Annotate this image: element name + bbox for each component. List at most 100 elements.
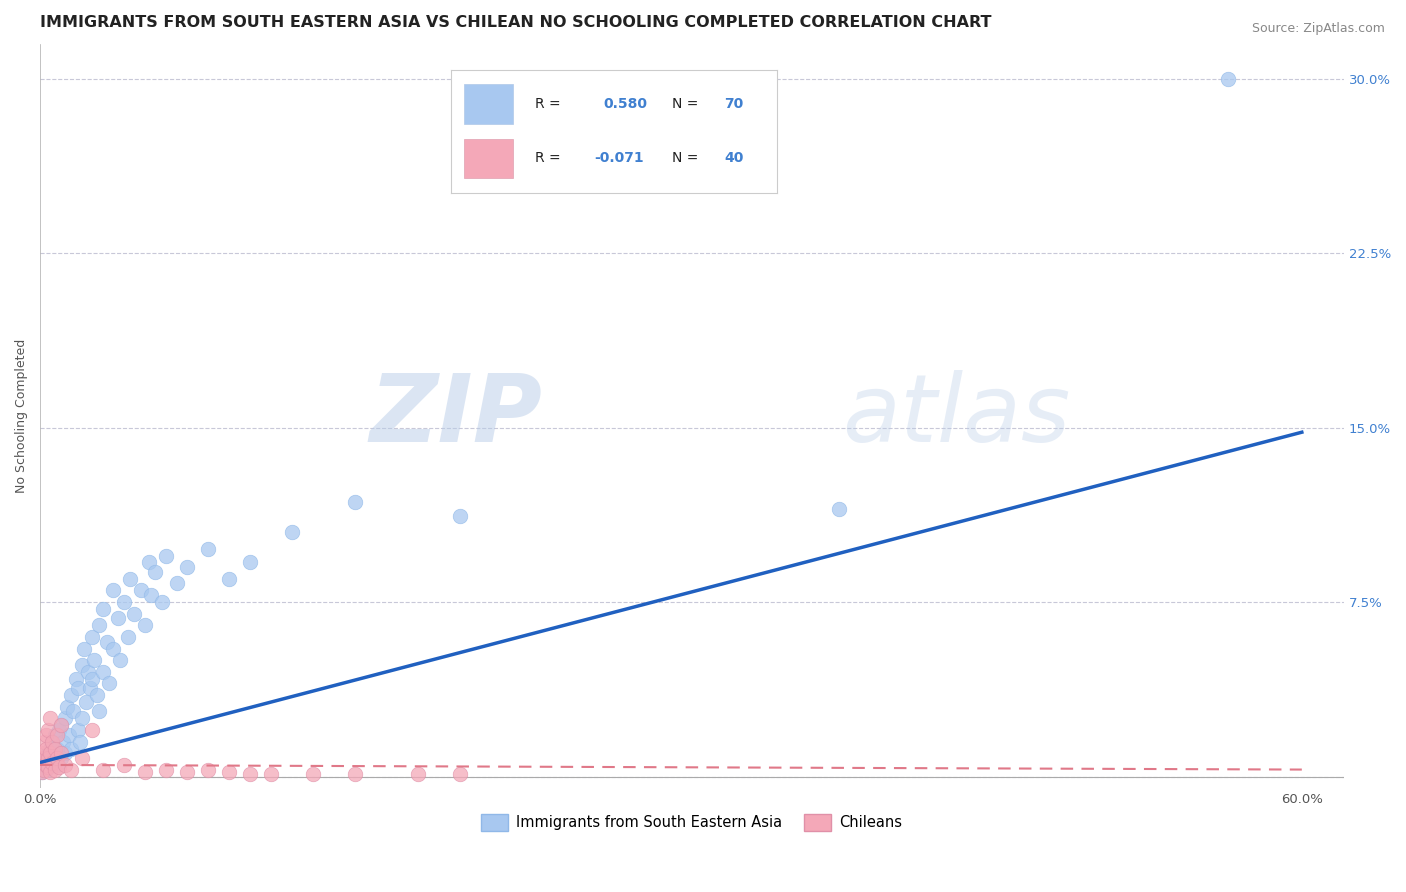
Point <box>32 758 55 772</box>
Point <box>44 741 66 756</box>
Point <box>45 728 67 742</box>
Point <box>82 630 104 644</box>
Point <box>197 541 219 556</box>
Point <box>32 746 55 760</box>
Point <box>176 560 198 574</box>
Point <box>79 681 101 695</box>
Point <box>37 751 59 765</box>
Point <box>58 728 80 742</box>
Point <box>69 734 91 748</box>
Point <box>75 695 97 709</box>
Point <box>41 756 63 770</box>
Point <box>155 549 177 563</box>
Point <box>145 565 167 579</box>
Point <box>39 741 62 756</box>
Point <box>302 767 325 781</box>
Point <box>39 746 62 760</box>
Point <box>82 672 104 686</box>
Point <box>86 688 108 702</box>
Point <box>60 741 83 756</box>
Point <box>91 602 114 616</box>
Point <box>37 723 59 737</box>
Point <box>32 763 55 777</box>
Point <box>218 764 240 779</box>
Point <box>87 705 110 719</box>
Point <box>141 588 163 602</box>
Point <box>73 641 96 656</box>
Point <box>344 767 367 781</box>
Point <box>112 758 135 772</box>
Point <box>31 751 53 765</box>
Text: atlas: atlas <box>842 370 1070 461</box>
Point <box>108 653 131 667</box>
Point <box>103 583 125 598</box>
Point <box>45 751 67 765</box>
Point <box>53 758 76 772</box>
Point <box>62 705 84 719</box>
Point <box>129 583 152 598</box>
Point <box>44 746 66 760</box>
Point <box>91 665 114 679</box>
Point <box>35 751 58 765</box>
Point <box>32 734 55 748</box>
Point <box>176 764 198 779</box>
Point <box>70 751 93 765</box>
Point <box>66 723 89 737</box>
Point <box>49 718 72 732</box>
Y-axis label: No Schooling Completed: No Schooling Completed <box>15 339 28 493</box>
Point <box>39 756 62 770</box>
Point <box>37 760 59 774</box>
Point <box>103 641 125 656</box>
Point <box>450 508 472 523</box>
Text: Source: ZipAtlas.com: Source: ZipAtlas.com <box>1251 22 1385 36</box>
Legend: Immigrants from South Eastern Asia, Chileans: Immigrants from South Eastern Asia, Chil… <box>475 808 908 837</box>
Point <box>1218 71 1240 86</box>
Point <box>197 763 219 777</box>
Point <box>87 618 110 632</box>
Point <box>53 746 76 760</box>
Point <box>37 746 59 760</box>
Point <box>260 767 283 781</box>
Point <box>60 763 83 777</box>
Point <box>49 718 72 732</box>
Point <box>44 763 66 777</box>
Point <box>155 763 177 777</box>
Point <box>48 760 70 774</box>
Point <box>138 556 160 570</box>
Point <box>344 495 367 509</box>
Point <box>52 734 75 748</box>
Point <box>77 665 100 679</box>
Point <box>65 672 87 686</box>
Point <box>450 767 472 781</box>
Point <box>117 630 139 644</box>
Point <box>239 556 262 570</box>
Point <box>166 576 188 591</box>
Point <box>39 764 62 779</box>
Point <box>828 502 851 516</box>
Point <box>107 611 129 625</box>
Point <box>35 728 58 742</box>
Point <box>31 764 53 779</box>
Point <box>60 688 83 702</box>
Point <box>44 728 66 742</box>
Point <box>66 681 89 695</box>
Point <box>53 711 76 725</box>
Point <box>96 634 118 648</box>
Point <box>134 618 156 632</box>
Point <box>48 723 70 737</box>
Point <box>70 711 93 725</box>
Point <box>41 734 63 748</box>
Point <box>239 767 262 781</box>
Point <box>281 525 304 540</box>
Text: ZIP: ZIP <box>368 370 541 462</box>
Point <box>35 741 58 756</box>
Point <box>49 751 72 765</box>
Point <box>39 711 62 725</box>
Text: IMMIGRANTS FROM SOUTH EASTERN ASIA VS CHILEAN NO SCHOOLING COMPLETED CORRELATION: IMMIGRANTS FROM SOUTH EASTERN ASIA VS CH… <box>39 15 991 30</box>
Point <box>49 746 72 760</box>
Point <box>82 723 104 737</box>
Point <box>35 758 58 772</box>
Point <box>45 758 67 772</box>
Point <box>134 764 156 779</box>
Point <box>408 767 430 781</box>
